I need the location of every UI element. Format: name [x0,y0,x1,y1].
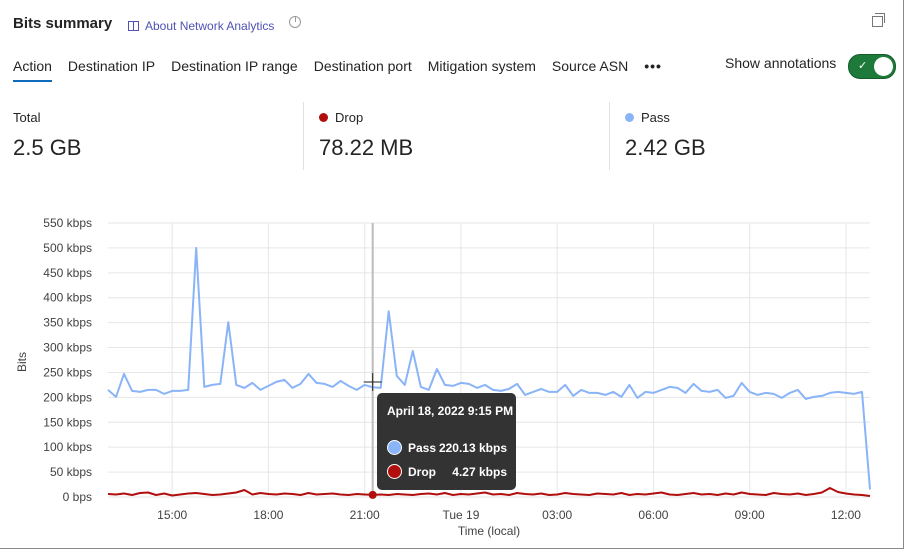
tooltip-row-drop: Drop 4.27 kbps [387,464,507,479]
tooltip-series-value: 4.27 kbps [452,464,507,479]
y-tick-label: 150 kbps [43,415,92,429]
tooltip-series-name: Pass [408,440,437,455]
stat-label: Total [13,110,41,125]
drop-dot-icon [319,113,328,122]
x-tick-label: Tue 19 [442,508,479,522]
pass-dot-icon [625,113,634,122]
check-icon: ✓ [858,60,868,72]
tab-bar: Action Destination IP Destination IP ran… [13,58,662,82]
tooltip-row-pass: Pass 220.13 kbps [387,440,507,455]
tooltip-series-name: Drop [408,464,436,479]
y-tick-label: 0 bps [63,490,92,504]
y-tick-label: 250 kbps [43,365,92,379]
y-tick-label: 50 kbps [50,465,92,479]
x-tick-label: 18:00 [253,508,283,522]
y-axis-label: Bits [15,352,29,372]
y-tick-label: 100 kbps [43,440,92,454]
tab-destination-port[interactable]: Destination port [313,58,412,74]
clock-icon[interactable] [289,16,301,28]
show-annotations-label: Show annotations [725,55,837,71]
about-link-label: About Network Analytics [145,19,275,33]
tab-mitigation-system[interactable]: Mitigation system [427,58,536,74]
stat-value: 78.22 MB [319,135,414,160]
more-tabs-icon[interactable]: ••• [644,58,662,74]
stat-pass: Pass 2.42 GB [625,110,706,161]
divider [303,102,304,170]
y-tick-label: 200 kbps [43,390,92,404]
pass-swatch-icon [387,440,402,455]
x-tick-label: 15:00 [157,508,187,522]
tooltip-date: April 18, 2022 9:15 PM [387,404,514,418]
y-tick-label: 350 kbps [43,316,92,330]
tab-destination-ip-range[interactable]: Destination IP range [171,58,298,74]
stat-label: Pass [641,110,670,125]
y-tick-label: 550 kbps [43,216,92,230]
tab-destination-ip[interactable]: Destination IP [67,58,156,74]
stat-value: 2.42 GB [625,135,706,160]
tooltip-series-value: 220.13 kbps [438,440,507,455]
stat-label: Drop [335,110,364,125]
card-title: Bits summary [13,15,113,32]
x-tick-label: 03:00 [542,508,572,522]
series-line-pass [107,246,871,490]
x-tick-label: 21:00 [350,508,380,522]
book-icon [128,21,139,31]
chart-tooltip: April 18, 2022 9:15 PM Pass 220.13 kbps … [377,393,516,490]
show-annotations-toggle[interactable]: ✓ [848,54,896,79]
stat-total: Total 2.5 GB [13,110,81,161]
stat-drop: Drop 78.22 MB [319,110,413,161]
stat-value: 2.5 GB [13,135,82,160]
tab-action[interactable]: Action [13,58,52,82]
crosshair-cursor-icon [363,373,382,391]
y-tick-label: 400 kbps [43,291,92,305]
hover-marker-drop [368,490,377,499]
about-link[interactable]: About Network Analytics [128,19,274,33]
tab-source-asn[interactable]: Source ASN [551,58,629,74]
y-tick-label: 500 kbps [43,241,92,255]
toggle-knob [874,57,893,76]
x-tick-label: 06:00 [638,508,668,522]
drop-swatch-icon [387,464,402,479]
y-tick-label: 450 kbps [43,266,92,280]
x-tick-label: 09:00 [735,508,765,522]
y-tick-label: 300 kbps [43,341,92,355]
x-tick-label: 12:00 [831,508,861,522]
divider [609,102,610,170]
popout-icon[interactable] [872,13,885,27]
series-line-drop [107,487,871,497]
x-axis-label: Time (local) [458,524,520,538]
